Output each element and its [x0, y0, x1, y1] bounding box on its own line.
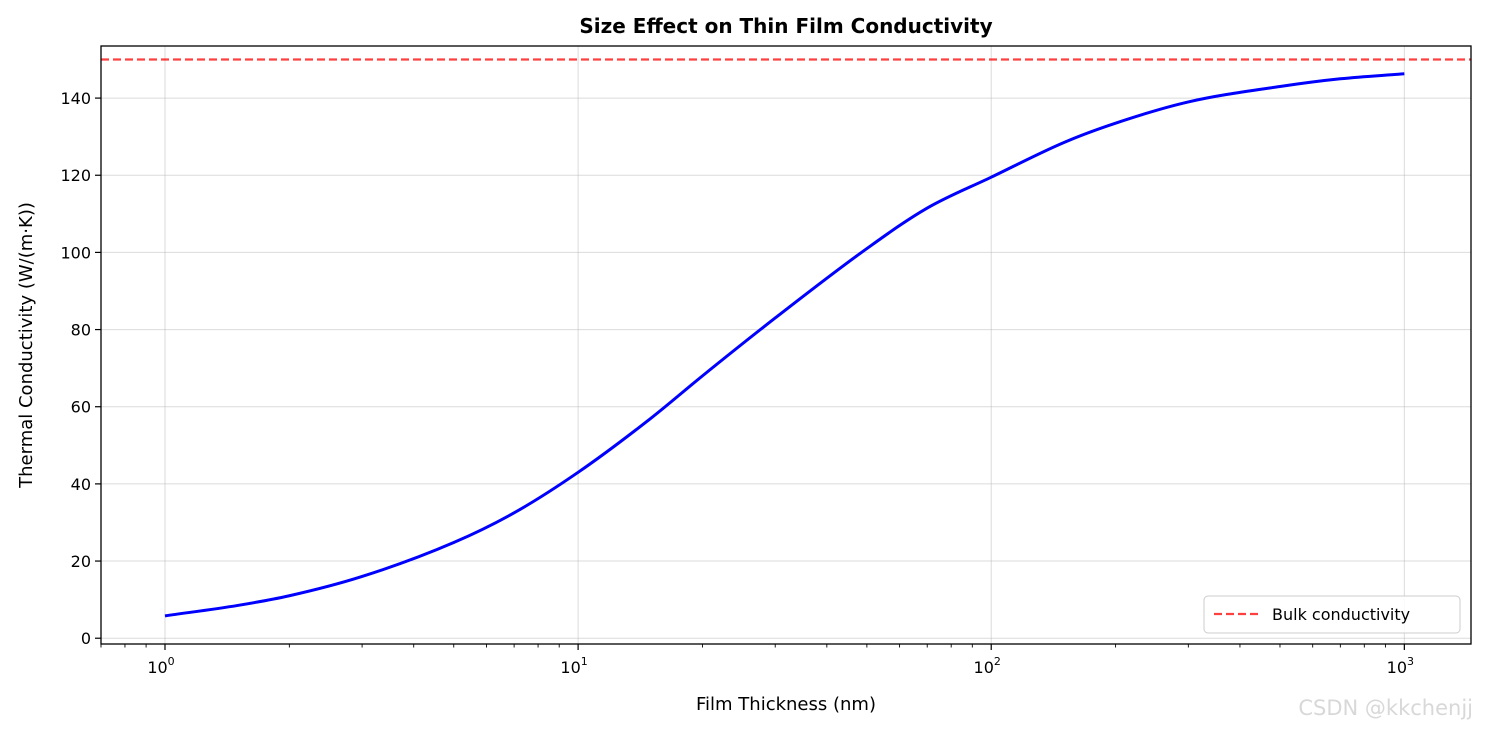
legend: Bulk conductivity: [1203, 595, 1461, 634]
x-tick-label: 100: [147, 655, 174, 677]
y-tick-label: 0: [81, 629, 91, 648]
x-axis-ticks: 100 101 102 103: [147, 644, 1414, 677]
chart-title: Size Effect on Thin Film Conductivity: [579, 14, 992, 38]
grid: [101, 46, 1471, 644]
data-series: [164, 72, 1405, 618]
x-tick-label: 102: [974, 655, 1001, 677]
legend-label-bulk: Bulk conductivity: [1272, 605, 1410, 624]
plot-frame: [100, 45, 1472, 645]
y-tick-label: 60: [71, 398, 91, 417]
y-tick-label: 140: [60, 89, 91, 108]
x-minor-ticks: [100, 644, 1386, 648]
x-tick-label: 101: [560, 655, 587, 677]
y-tick-label: 20: [71, 552, 91, 571]
y-tick-label: 80: [71, 321, 91, 340]
y-axis-ticks: 0 20 40 60 80 100 120 140: [60, 89, 101, 648]
conductivity-curve: [164, 72, 1405, 618]
watermark: CSDN @kkchenjj: [1298, 696, 1473, 720]
x-axis-label: Film Thickness (nm): [696, 694, 876, 715]
y-tick-label: 40: [71, 475, 91, 494]
x-tick-label: 103: [1387, 655, 1414, 677]
legend-box: [1203, 595, 1461, 634]
y-tick-label: 100: [60, 243, 91, 262]
y-axis-label: Thermal Conductivity (W/(m·K)): [16, 202, 37, 489]
y-tick-label: 120: [60, 166, 91, 185]
